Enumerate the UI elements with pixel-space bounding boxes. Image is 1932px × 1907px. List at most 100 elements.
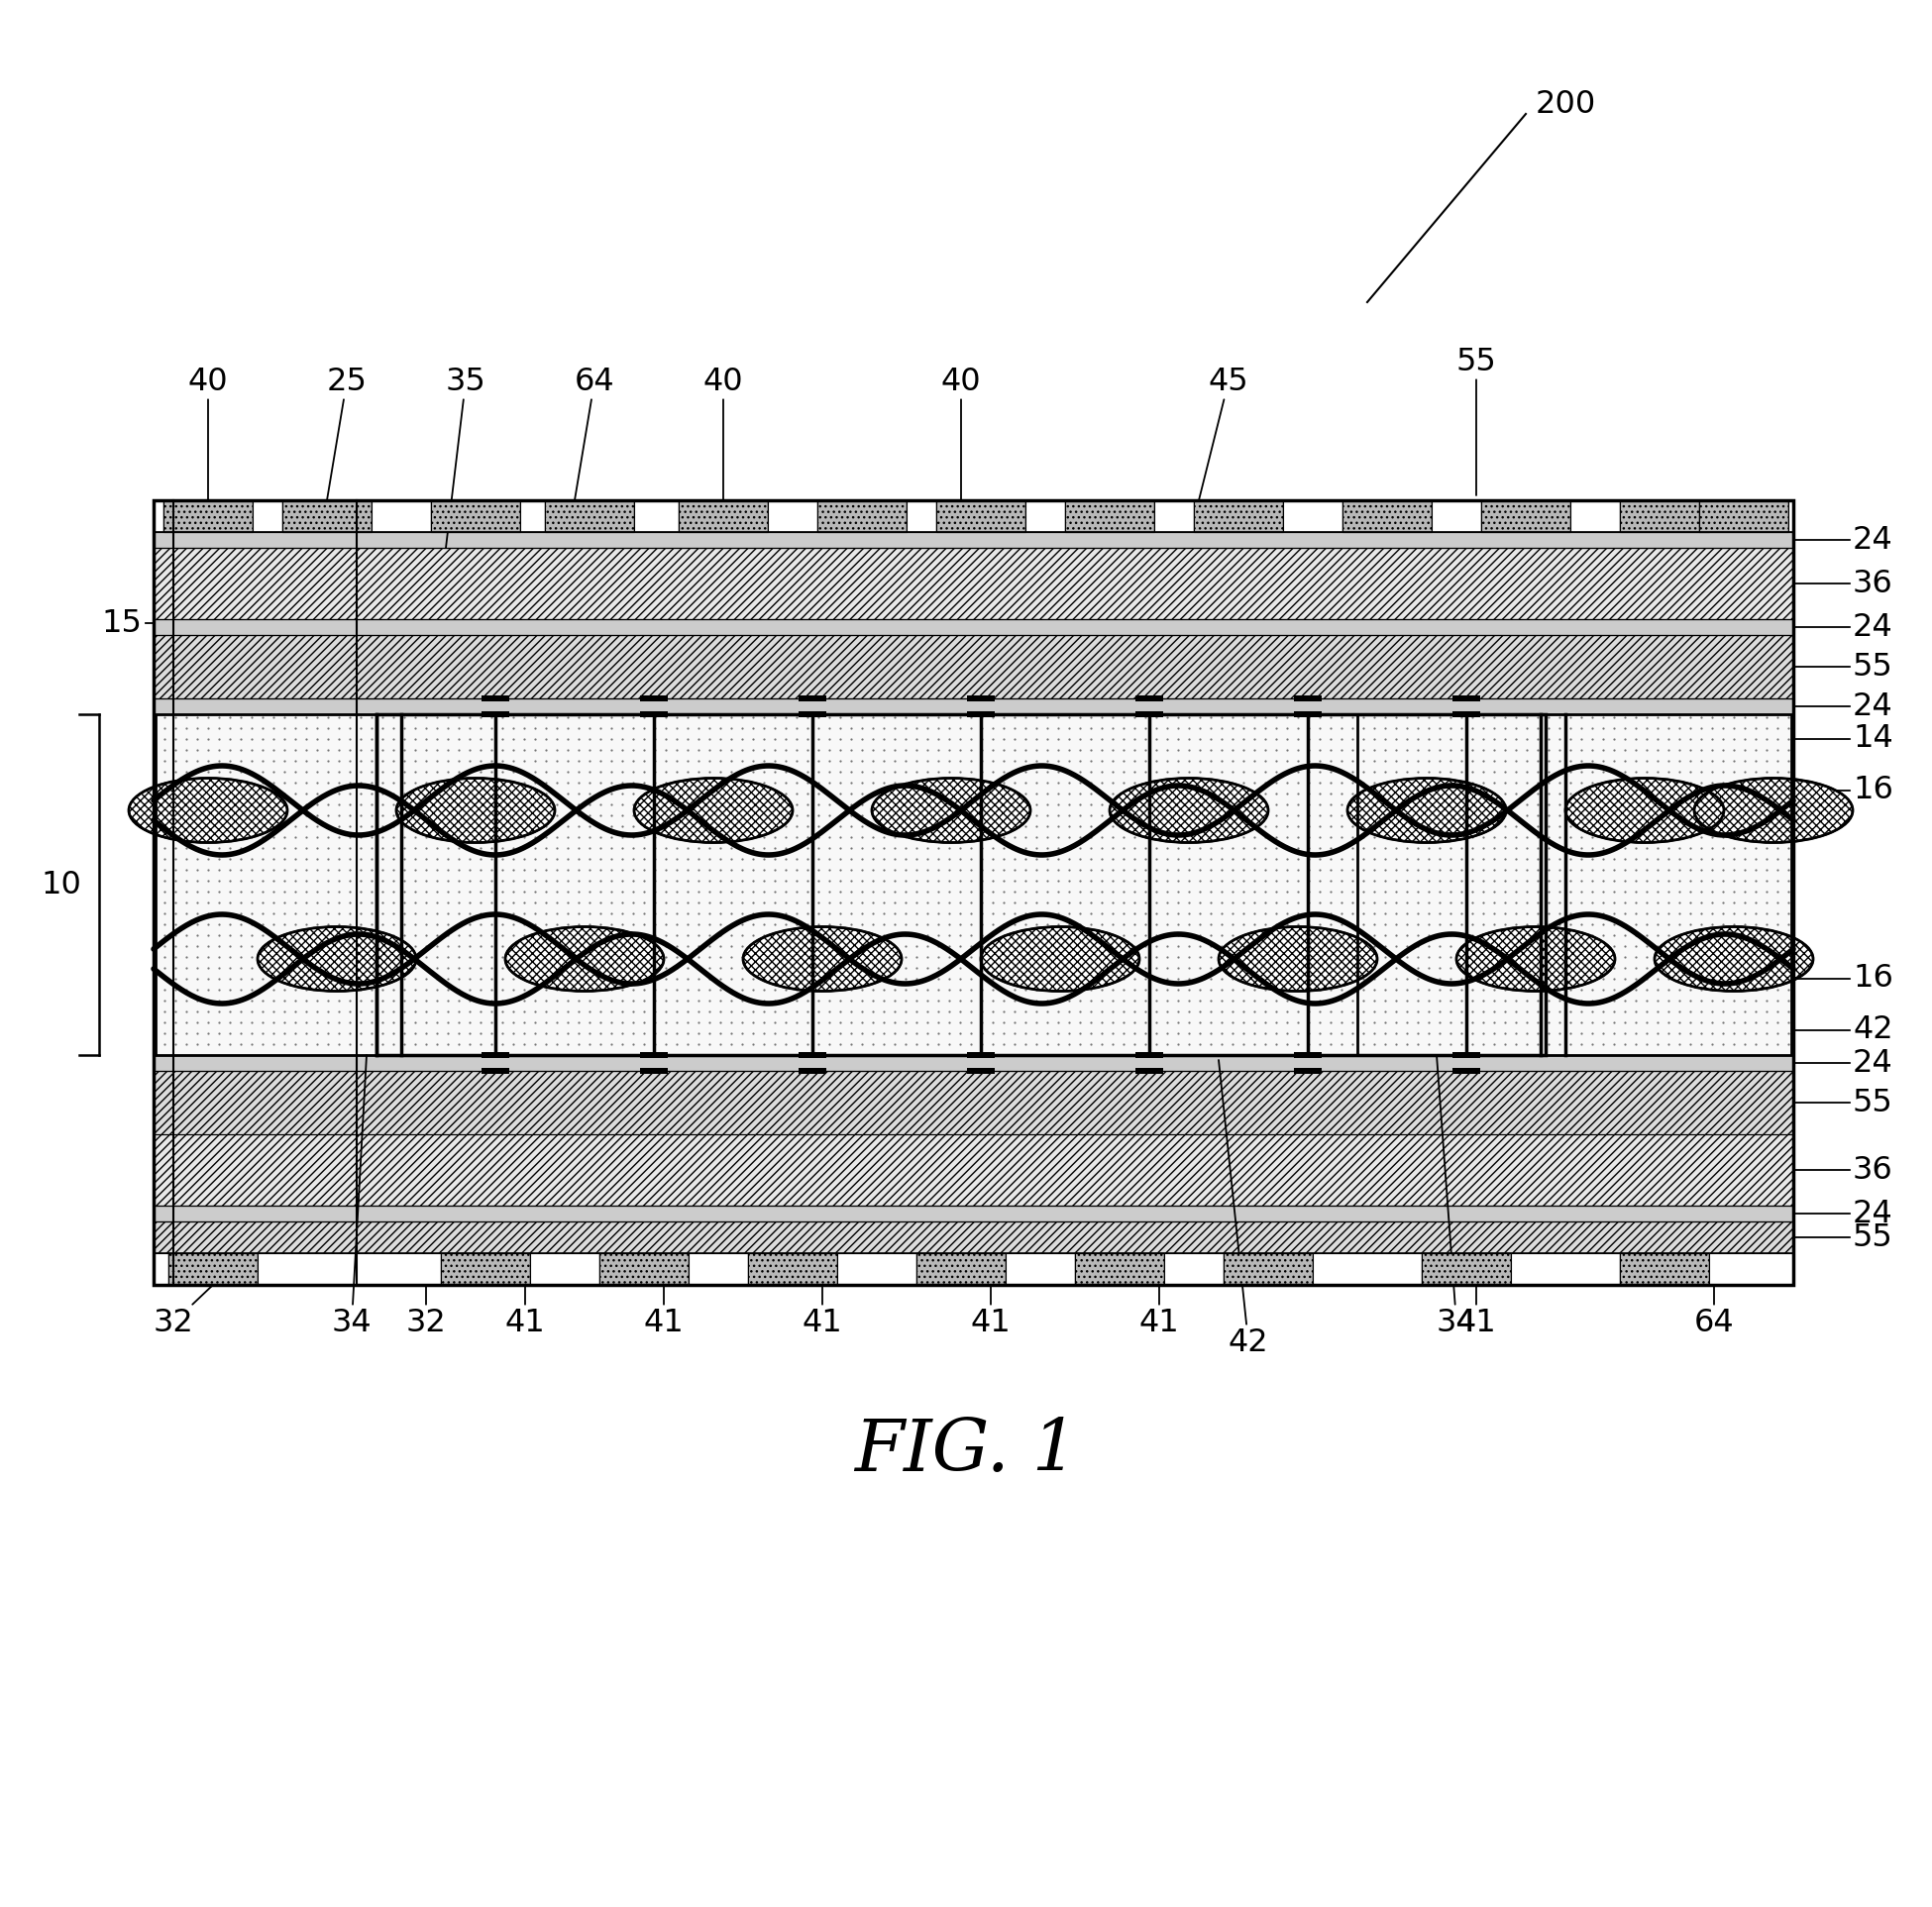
Text: 41: 41 [504, 1285, 545, 1339]
Bar [1294, 696, 1321, 702]
Text: 64: 64 [574, 366, 614, 500]
Text: 24: 24 [1795, 1047, 1893, 1077]
Ellipse shape [506, 927, 665, 992]
Bar [545, 500, 634, 532]
Bar [156, 715, 377, 1055]
Bar [1482, 500, 1571, 532]
Text: 41: 41 [1140, 1285, 1179, 1339]
Ellipse shape [981, 927, 1140, 992]
Bar [678, 500, 767, 532]
Ellipse shape [1654, 927, 1812, 992]
Bar [1698, 500, 1789, 532]
Bar [153, 547, 1793, 620]
Text: 24: 24 [1795, 524, 1893, 555]
Text: 16: 16 [1795, 963, 1893, 994]
Bar [1294, 711, 1321, 717]
Bar [1546, 715, 1791, 1055]
Bar [153, 547, 1793, 620]
Bar [1619, 1253, 1710, 1285]
Text: 36: 36 [1795, 1154, 1893, 1186]
Bar [1136, 696, 1163, 702]
Bar [1065, 500, 1153, 532]
Bar [937, 500, 1026, 532]
Bar [798, 711, 827, 717]
Bar [1619, 500, 1710, 532]
Bar [1294, 1068, 1321, 1074]
Bar [153, 1072, 1793, 1135]
Bar [639, 1068, 668, 1074]
Bar [1136, 1053, 1163, 1058]
Bar [798, 1053, 827, 1058]
Text: 200: 200 [1536, 88, 1596, 120]
Bar [748, 1253, 837, 1285]
Bar [968, 1053, 995, 1058]
Bar [599, 1253, 688, 1285]
Bar [1453, 1053, 1480, 1058]
Text: 14: 14 [1795, 723, 1893, 755]
Text: 55: 55 [1457, 347, 1497, 496]
Bar [153, 500, 1793, 1285]
Bar [431, 500, 520, 532]
Text: 24: 24 [1795, 690, 1893, 721]
Text: 16: 16 [1795, 774, 1893, 807]
Bar [481, 696, 510, 702]
Text: 32: 32 [406, 1285, 446, 1339]
Bar [440, 1253, 529, 1285]
Bar [678, 500, 767, 532]
Bar [153, 1222, 1793, 1253]
Bar [153, 698, 1793, 715]
Ellipse shape [257, 927, 415, 992]
Bar [748, 1253, 837, 1285]
Bar [1698, 500, 1789, 532]
Bar [968, 696, 995, 702]
Ellipse shape [871, 778, 1030, 843]
Text: 41: 41 [970, 1285, 1010, 1339]
Ellipse shape [1109, 778, 1267, 843]
Bar [817, 500, 906, 532]
Bar [968, 711, 995, 717]
Bar [153, 1135, 1793, 1205]
Text: 55: 55 [1795, 1222, 1893, 1253]
Text: 45: 45 [1200, 366, 1248, 500]
Bar [1223, 1253, 1312, 1285]
Text: 32: 32 [153, 1285, 213, 1339]
Text: 40: 40 [187, 366, 228, 500]
Bar [377, 715, 1546, 1055]
Bar [153, 1072, 1793, 1135]
Bar [1453, 1053, 1480, 1058]
Bar [639, 711, 668, 717]
Bar [817, 500, 906, 532]
Text: 41: 41 [802, 1285, 842, 1339]
Bar [798, 1068, 827, 1074]
Ellipse shape [1347, 778, 1505, 843]
Bar [1223, 1253, 1312, 1285]
Bar [153, 1222, 1793, 1253]
Text: 34: 34 [1435, 1055, 1476, 1339]
Bar [916, 1253, 1007, 1285]
Text: 24: 24 [1795, 612, 1893, 643]
Bar [431, 500, 520, 532]
Bar [545, 500, 634, 532]
Bar [1619, 500, 1710, 532]
Bar [968, 1068, 995, 1074]
Bar [1136, 711, 1163, 717]
Bar [599, 1253, 688, 1285]
Bar [639, 1053, 668, 1058]
Bar [937, 500, 1026, 532]
Bar [1294, 1053, 1321, 1058]
Bar [798, 711, 827, 717]
Bar [168, 1253, 257, 1285]
Ellipse shape [1694, 778, 1853, 843]
Bar [481, 711, 510, 717]
Bar [968, 1053, 995, 1058]
Text: 42: 42 [1219, 1060, 1269, 1358]
Bar [1065, 500, 1153, 532]
Ellipse shape [634, 778, 792, 843]
Bar [153, 1135, 1793, 1205]
Bar [481, 1068, 510, 1074]
Bar [1422, 1253, 1511, 1285]
Ellipse shape [1219, 927, 1378, 992]
Ellipse shape [129, 778, 288, 843]
Text: 36: 36 [1795, 568, 1893, 599]
Bar [639, 711, 668, 717]
